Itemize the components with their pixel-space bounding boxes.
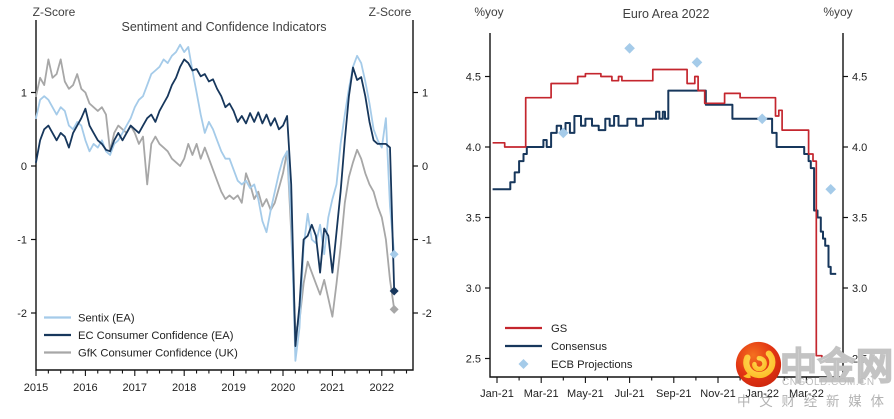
svg-text:EC Consumer Confidence (EA): EC Consumer Confidence (EA) [78,330,234,342]
svg-text:2022: 2022 [370,382,394,394]
svg-text:4.5: 4.5 [466,72,481,84]
svg-text:GS: GS [551,323,567,335]
svg-text:-1: -1 [422,235,432,247]
svg-text:Euro Area 2022: Euro Area 2022 [623,7,710,21]
svg-text:Sentiment and Confidence Indic: Sentiment and Confidence Indicators [122,20,327,34]
svg-text:%yoy: %yoy [474,5,503,19]
svg-text:2016: 2016 [73,382,97,394]
svg-text:1: 1 [422,88,428,100]
svg-text:Mar-21: Mar-21 [524,388,559,400]
svg-text:GfK Consumer Confidence (UK): GfK Consumer Confidence (UK) [78,347,238,359]
svg-text:2.5: 2.5 [852,354,867,366]
svg-text:Sep-21: Sep-21 [656,388,691,400]
svg-text:Z-Score: Z-Score [33,5,76,19]
svg-text:3.5: 3.5 [852,213,867,225]
svg-text:ECB Projections: ECB Projections [551,359,633,371]
svg-text:0: 0 [21,161,27,173]
svg-text:2015: 2015 [24,382,48,394]
svg-text:Jul-21: Jul-21 [615,388,645,400]
chart-sentiment-confidence: 1 1 0 0 -1 -1 -2 -2 2015 2016 2017 2018 2019 2020 2021… [17,5,432,394]
svg-text:Sentix (EA): Sentix (EA) [78,312,135,324]
svg-text:%yoy: %yoy [823,5,852,19]
svg-text:-2: -2 [17,308,27,320]
svg-text:3.0: 3.0 [466,283,481,295]
svg-text:Z-Score: Z-Score [369,5,412,19]
svg-text:3.0: 3.0 [852,283,867,295]
svg-text:1: 1 [21,88,27,100]
chart-euro-area-2022: 4.5 4.5 4.0 4.0 3.5 3.5 3.0 3.0 2.5 2.5 Jan-21 Mar-… [466,5,868,400]
svg-text:4.5: 4.5 [852,72,867,84]
svg-text:2018: 2018 [172,382,196,394]
svg-text:Nov-21: Nov-21 [700,388,735,400]
svg-text:4.0: 4.0 [852,142,867,154]
svg-text:2.5: 2.5 [466,354,481,366]
svg-text:3.5: 3.5 [466,213,481,225]
svg-text:0: 0 [422,161,428,173]
svg-text:Jan-22: Jan-22 [745,388,779,400]
svg-text:Consensus: Consensus [551,341,607,353]
svg-text:2021: 2021 [320,382,344,394]
svg-text:2017: 2017 [123,382,147,394]
svg-text:-2: -2 [422,308,432,320]
svg-text:4.0: 4.0 [466,142,481,154]
svg-text:-1: -1 [17,235,27,247]
svg-text:2020: 2020 [271,382,295,394]
svg-text:Mar-22: Mar-22 [789,388,824,400]
svg-text:Jan-21: Jan-21 [480,388,514,400]
svg-text:2019: 2019 [221,382,245,394]
svg-text:May-21: May-21 [567,388,604,400]
